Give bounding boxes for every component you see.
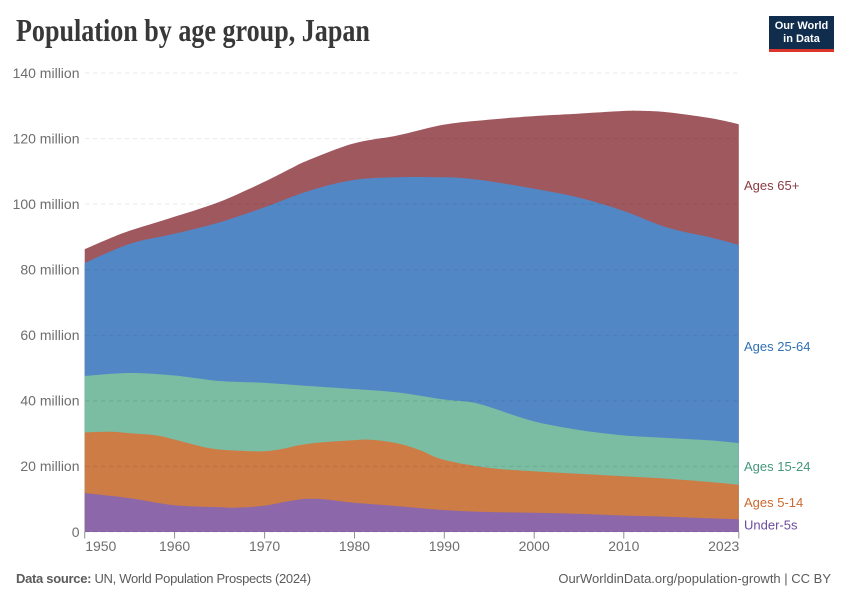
svg-text:Ages 15-24: Ages 15-24 (744, 459, 811, 474)
svg-text:1980: 1980 (339, 538, 370, 554)
svg-text:20 million: 20 million (20, 458, 79, 474)
svg-text:80 million: 80 million (20, 262, 79, 278)
svg-text:1950: 1950 (85, 538, 116, 554)
svg-text:1990: 1990 (429, 538, 460, 554)
svg-text:1970: 1970 (249, 538, 280, 554)
svg-text:2000: 2000 (519, 538, 550, 554)
svg-text:40 million: 40 million (20, 393, 79, 409)
svg-text:Ages 25-64: Ages 25-64 (744, 339, 811, 354)
svg-text:Under-5s: Under-5s (744, 518, 798, 533)
svg-text:Ages 5-14: Ages 5-14 (744, 495, 803, 510)
svg-text:0: 0 (72, 524, 80, 540)
svg-text:120 million: 120 million (13, 130, 80, 146)
svg-text:100 million: 100 million (13, 196, 80, 212)
svg-text:140 million: 140 million (13, 65, 80, 81)
svg-text:1960: 1960 (159, 538, 190, 554)
svg-text:60 million: 60 million (20, 327, 79, 343)
svg-text:2023: 2023 (708, 538, 739, 554)
svg-text:Ages 65+: Ages 65+ (744, 178, 799, 193)
svg-text:2010: 2010 (608, 538, 639, 554)
